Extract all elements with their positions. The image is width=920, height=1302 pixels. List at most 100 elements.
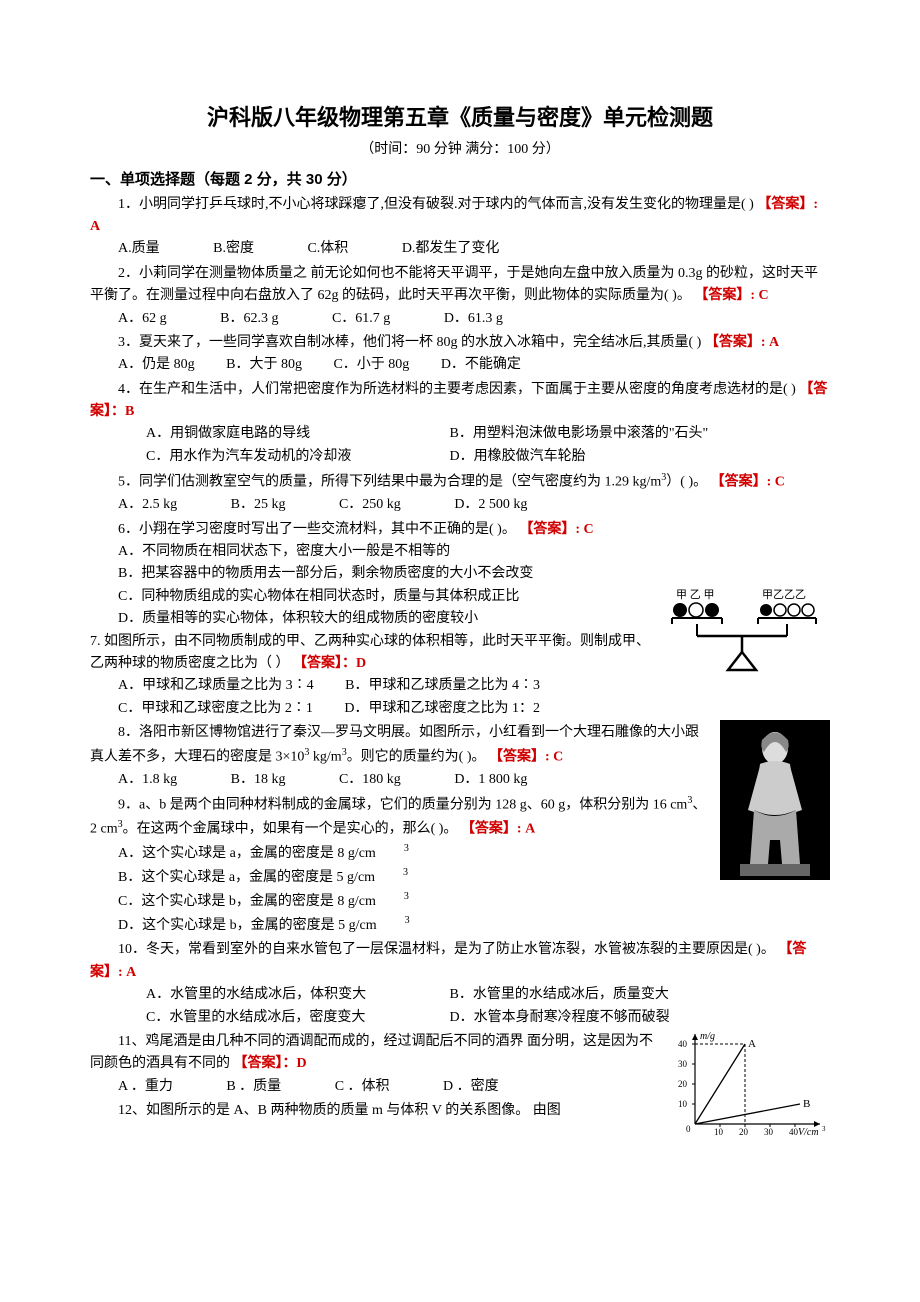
svg-text:20: 20 <box>739 1127 749 1137</box>
q8-options: A．1.8 kg B．18 kg C．180 kg D．1 800 kg <box>90 769 830 791</box>
q7-optC: C．甲球和乙球密度之比为 2∶1 <box>118 701 313 716</box>
svg-text:3: 3 <box>822 1125 826 1133</box>
q10-text: 10．冬天，常看到室外的自来水管包了一层保温材料，是为了防止水管冻裂，水管被冻裂… <box>118 942 775 957</box>
q3-optB: B．大于 80g <box>226 357 302 372</box>
q10-stem: 10．冬天，常看到室外的自来水管包了一层保温材料，是为了防止水管冻裂，水管被冻裂… <box>90 939 830 984</box>
q3-text: 3．夏天来了，一些同学喜欢自制冰棒，他们将一杯 80g 的水放入冰箱中，完全结冰… <box>118 335 701 350</box>
q10-optC: C．水管里的水结成冰后，密度变大 <box>118 1007 418 1029</box>
q9-optC-sup: 3 <box>404 891 409 902</box>
q9-optB: B．这个实心球是 a，金属的密度是 5 g/cm <box>118 870 375 885</box>
q9-answer: 【答案】: A <box>461 822 535 837</box>
q3-optA: A．仍是 80g <box>118 357 195 372</box>
q8-optC: C．180 kg <box>339 772 401 787</box>
svg-text:30: 30 <box>678 1059 688 1069</box>
page-title: 沪科版八年级物理第五章《质量与密度》单元检测题 <box>90 100 830 135</box>
q8-text-b: kg/m <box>309 749 341 764</box>
q4-options: A．用铜做家庭电路的导线 B．用塑料泡沫做电影场景中滚落的"石头" <box>90 423 830 445</box>
q9-optD-line: D．这个实心球是 b，金属的密度是 5 g/cm 3 <box>90 913 830 937</box>
q1-options: A.质量 B.密度 C.体积 D.都发生了变化 <box>90 238 830 260</box>
q5-optC: C．250 kg <box>339 497 401 512</box>
svg-text:B: B <box>803 1098 810 1110</box>
balance-figure: 甲 乙 甲 甲乙乙乙 <box>670 586 830 684</box>
q10-optB: B．水管里的水结成冰后，质量变大 <box>450 987 669 1002</box>
svg-text:10: 10 <box>714 1127 724 1137</box>
q11-text: 11、鸡尾酒是由几种不同的酒调配而成的，经过调配后不同的酒界 面分明，这是因为不… <box>90 1034 653 1071</box>
q9-optA-line: A．这个实心球是 a，金属的密度是 8 g/cm 3 <box>90 841 830 865</box>
q7-optB: B．甲球和乙球质量之比为 4∶3 <box>345 678 540 693</box>
q11-optC: C ．体积 <box>335 1079 390 1094</box>
q5-answer: 【答案】: C <box>711 475 785 490</box>
section-1-header: 一、单项选择题（每题 2 分，共 30 分） <box>90 168 830 192</box>
q1-optC: C.体积 <box>307 241 348 256</box>
q2-optA: A．62 g <box>118 311 167 326</box>
q4-optB: B．用塑料泡沫做电影场景中滚落的"石头" <box>450 426 709 441</box>
q4-optD: D．用橡胶做汽车轮胎 <box>450 449 586 464</box>
q9-optA-sup: 3 <box>404 843 409 854</box>
q9-optB-line: B．这个实心球是 a，金属的密度是 5 g/cm 3 <box>90 865 830 889</box>
q6-optB-line: B．把某容器中的物质用去一部分后，剩余物质密度的大小不会改变 <box>90 563 830 585</box>
q4-text: 4．在生产和生活中，人们常把密度作为所选材料的主要考虑因素，下面属于主要从密度的… <box>118 382 796 397</box>
q4-optC: C．用水作为汽车发动机的冷却液 <box>118 446 418 468</box>
q10-opts1: A．水管里的水结成冰后，体积变大 B．水管里的水结成冰后，质量变大 <box>90 984 830 1006</box>
q9-text-c: 。在这两个金属球中，如果有一个是实心的，那么( )。 <box>123 822 458 837</box>
svg-text:10: 10 <box>678 1099 688 1109</box>
q9-optD-sup: 3 <box>405 915 410 926</box>
q6-stem: 6．小翔在学习密度时写出了一些交流材料，其中不正确的是( )。 【答案】: C <box>90 519 830 541</box>
q1-stem: 1．小明同学打乒乓球时,不小心将球踩瘪了,但没有破裂.对于球内的气体而言,没有发… <box>90 194 830 239</box>
q11-optB: B ．质量 <box>226 1079 281 1094</box>
balance-left-labels: 甲 乙 甲 <box>676 588 715 601</box>
q9-stem: 9．a、b 是两个由同种材料制成的金属球，它们的质量分别为 128 g、60 g… <box>90 793 830 841</box>
q8-text-c: 。则它的质量约为( )。 <box>347 749 486 764</box>
q6-optC: C．同种物质组成的实心物体在相同状态时，质量与其体积成正比 <box>118 589 519 604</box>
q8-optA: A．1.8 kg <box>118 772 177 787</box>
q2-optD: D．61.3 g <box>444 311 503 326</box>
q9-optA: A．这个实心球是 a，金属的密度是 8 g/cm <box>118 846 376 861</box>
q9-optD: D．这个实心球是 b，金属的密度是 5 g/cm <box>118 918 377 933</box>
q6-answer: 【答案】: C <box>519 522 593 537</box>
q5-optA: A．2.5 kg <box>118 497 177 512</box>
q12-text: 12、如图所示的是 A、B 两种物质的质量 m 与体积 V 的关系图像。 由图 <box>118 1103 561 1118</box>
svg-text:20: 20 <box>678 1079 688 1089</box>
balance-icon: 甲 乙 甲 甲乙乙乙 <box>670 586 830 676</box>
q6-text: 6．小翔在学习密度时写出了一些交流材料，其中不正确的是( )。 <box>118 522 516 537</box>
q2-optB: B．62.3 g <box>220 311 278 326</box>
q2-options: A．62 g B．62.3 g C．61.7 g D．61.3 g <box>90 308 830 330</box>
statue-icon <box>720 720 830 880</box>
q11-optA: A ．重力 <box>118 1079 173 1094</box>
q3-answer: 【答案】: A <box>705 335 779 350</box>
q3-optC: C．小于 80g <box>333 357 409 372</box>
q7-optD: D．甲球和乙球密度之比为 1：2 <box>344 701 540 716</box>
q7-opts2: C．甲球和乙球密度之比为 2∶1 D．甲球和乙球密度之比为 1：2 <box>90 698 830 720</box>
svg-text:40: 40 <box>789 1127 799 1137</box>
chart-figure: m/g V/cm 3 10 20 30 40 10 20 30 40 0 A B <box>670 1029 830 1147</box>
mv-chart-icon: m/g V/cm 3 10 20 30 40 10 20 30 40 0 A B <box>670 1029 830 1139</box>
q1-optB: B.密度 <box>213 241 254 256</box>
q9-optC: C．这个实心球是 b，金属的密度是 8 g/cm <box>118 894 376 909</box>
q9-optC-line: C．这个实心球是 b，金属的密度是 8 g/cm 3 <box>90 889 830 913</box>
page-subtitle: （时间：90 分钟 满分：100 分） <box>90 139 830 161</box>
q5-stem: 5．同学们估测教室空气的质量，所得下列结果中最为合理的是（空气密度约为 1.29… <box>90 470 830 494</box>
q4-stem: 4．在生产和生活中，人们常把密度作为所选材料的主要考虑因素，下面属于主要从密度的… <box>90 379 830 424</box>
svg-text:30: 30 <box>764 1127 774 1137</box>
q1-text: 1．小明同学打乒乓球时,不小心将球踩瘪了,但没有破裂.对于球内的气体而言,没有发… <box>118 197 754 212</box>
q5-options: A．2.5 kg B．25 kg C．250 kg D．2 500 kg <box>90 494 830 516</box>
svg-text:0: 0 <box>686 1124 691 1134</box>
q5-optB: B．25 kg <box>231 497 286 512</box>
q4-options2: C．用水作为汽车发动机的冷却液 D．用橡胶做汽车轮胎 <box>90 446 830 468</box>
q11-answer: 【答案】：D <box>234 1056 307 1071</box>
q8-stem: 8．洛阳市新区博物馆进行了秦汉—罗马文明展。如图所示，小红看到一个大理石雕像的大… <box>90 722 830 768</box>
q1-optD: D.都发生了变化 <box>402 241 500 256</box>
svg-text:A: A <box>748 1038 756 1050</box>
q3-optD: D．不能确定 <box>441 357 521 372</box>
q2-stem: 2．小莉同学在测量物体质量之 前无论如何也不能将天平调平，于是她向左盘中放入质量… <box>90 263 830 308</box>
q4-optA: A．用铜做家庭电路的导线 <box>118 423 418 445</box>
svg-text:40: 40 <box>678 1039 688 1049</box>
q11-optD: D ．密度 <box>443 1079 499 1094</box>
q3-stem: 3．夏天来了，一些同学喜欢自制冰棒，他们将一杯 80g 的水放入冰箱中，完全结冰… <box>90 332 830 354</box>
q7-answer: 【答案】：D <box>293 656 366 671</box>
q10-optA: A．水管里的水结成冰后，体积变大 <box>118 984 418 1006</box>
q2-answer: 【答案】: C <box>694 288 768 303</box>
q9-optB-sup: 3 <box>403 867 408 878</box>
q6-optD: D．质量相等的实心物体，体积较大的组成物质的密度较小 <box>118 611 478 626</box>
q8-optB: B．18 kg <box>231 772 286 787</box>
